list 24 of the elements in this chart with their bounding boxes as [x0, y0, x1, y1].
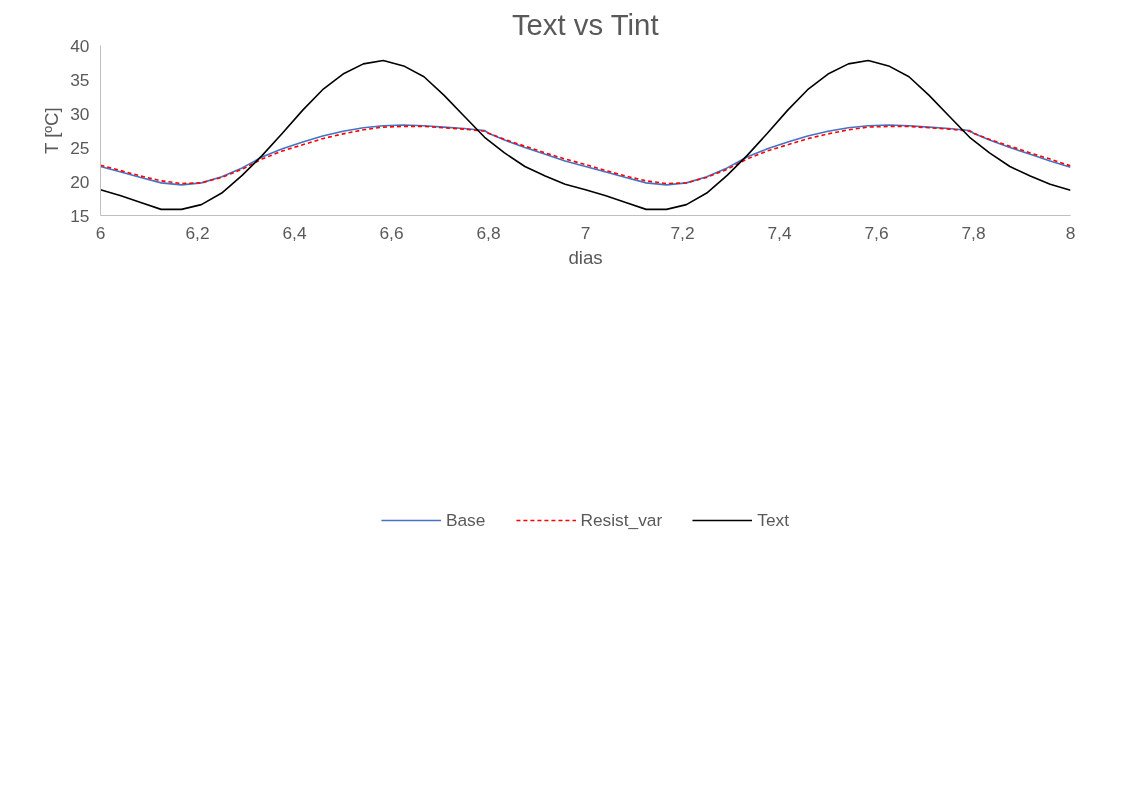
x-tick-label: 6,4: [282, 222, 307, 243]
x-tick-label: 7,2: [670, 222, 695, 243]
x-tick-label: 7,4: [767, 222, 792, 243]
y-tick-label: 25: [70, 137, 90, 158]
y-tick-label: 35: [70, 69, 90, 90]
x-tick-label: 7,8: [961, 222, 986, 243]
x-tick-label: 6,6: [379, 222, 404, 243]
y-tick-label: 40: [70, 35, 90, 56]
y-tick-label: 30: [70, 103, 90, 124]
x-tick-label: 6,8: [476, 222, 501, 243]
x-tick-label: 8: [1065, 222, 1076, 243]
x-axis-title: dias: [568, 246, 603, 268]
y-axis-title: T [ºC]: [41, 107, 63, 155]
y-tick-label: 20: [70, 171, 90, 192]
y-tick-label: 15: [70, 205, 90, 226]
x-tick-label: 6: [95, 222, 106, 243]
x-tick-label: 7,6: [864, 222, 889, 243]
chart-title: Text vs Tint: [511, 7, 659, 41]
legend-label: Resist_var: [580, 509, 663, 531]
x-tick-label: 6,2: [185, 222, 210, 243]
legend-label: Base: [445, 509, 486, 531]
legend-label: Text: [757, 509, 790, 531]
x-tick-label: 7: [580, 222, 591, 243]
line-series: [100, 59, 1071, 211]
